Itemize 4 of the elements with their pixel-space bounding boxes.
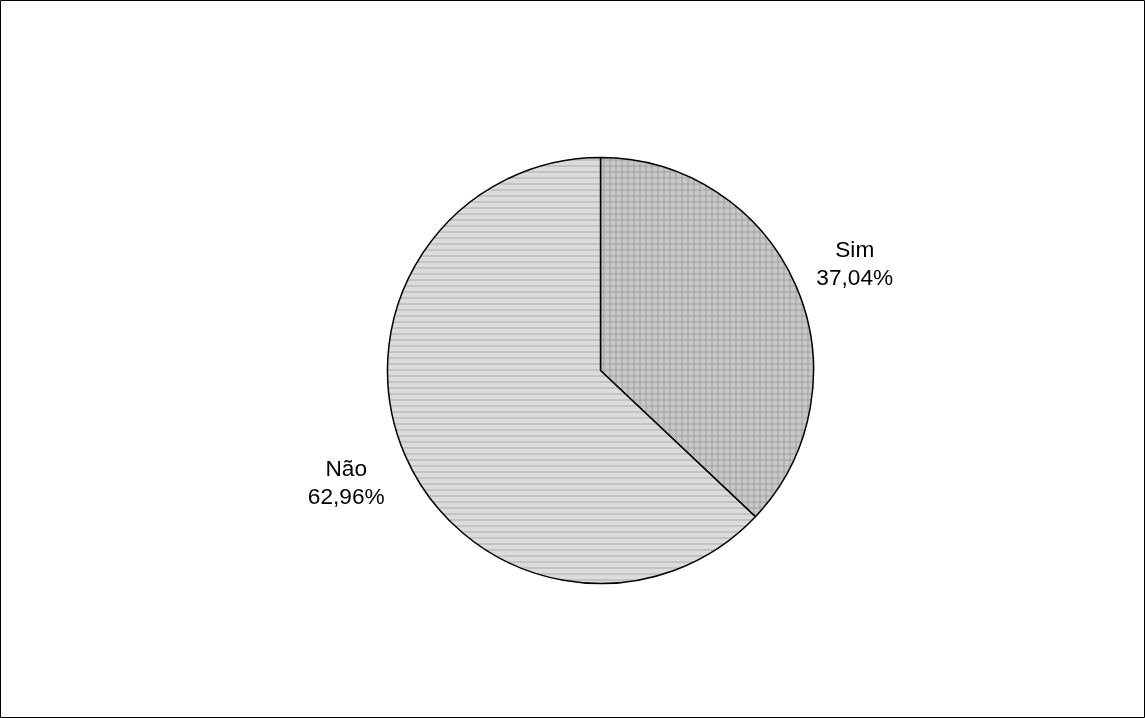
data-label: 62,96%	[307, 483, 385, 510]
slice-label: Sim	[835, 235, 875, 262]
data-label: 37,04%	[816, 263, 894, 290]
slice-label: Não	[325, 455, 368, 482]
